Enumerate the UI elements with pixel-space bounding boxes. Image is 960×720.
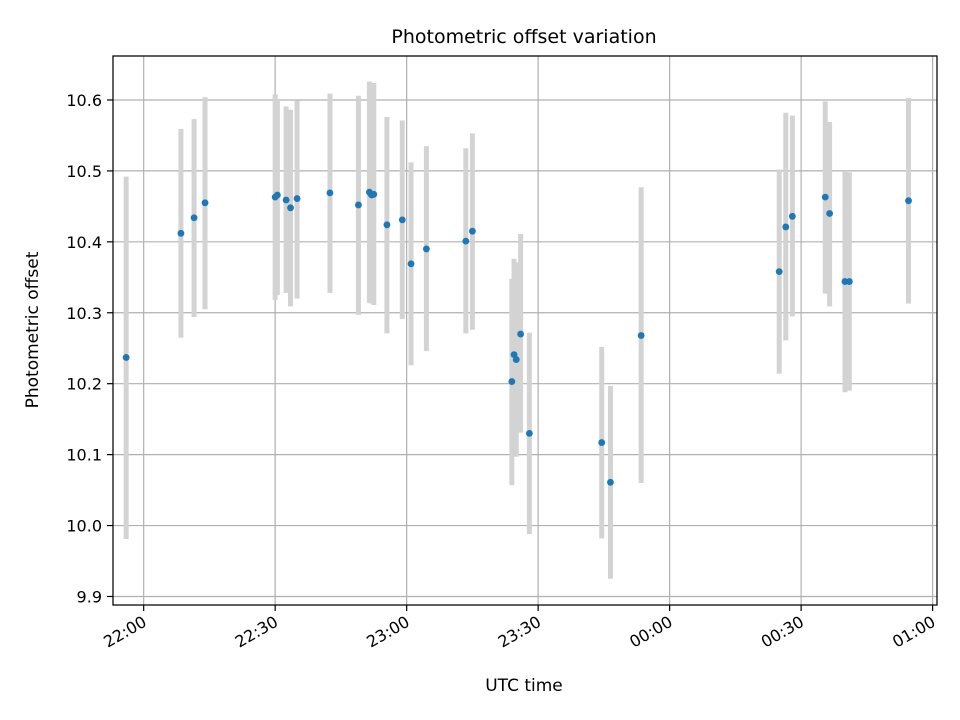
plot-frame	[112, 55, 938, 606]
y-axis-ticks: 9.9 10.0 10.1 10.2 10.3 10.4 10.5 10.6	[66, 91, 113, 606]
data-point	[508, 378, 516, 385]
data-point	[845, 278, 853, 285]
data-point	[782, 223, 790, 231]
data-point	[512, 356, 520, 363]
data-point	[355, 201, 362, 209]
data-point	[122, 354, 130, 361]
data-point	[826, 210, 834, 217]
data-point	[177, 229, 185, 237]
data-point	[326, 189, 334, 197]
y-tick-label: 10.6	[66, 91, 102, 110]
y-tick-label: 10.3	[66, 304, 102, 323]
data-point	[517, 330, 525, 338]
data-point	[462, 237, 470, 245]
y-tick-label: 10.5	[66, 162, 102, 181]
data-point	[370, 190, 378, 198]
y-tick-label: 10.1	[66, 446, 102, 465]
data-point	[607, 478, 614, 486]
data-point	[422, 245, 430, 253]
data-point	[190, 214, 198, 222]
data-point	[407, 260, 415, 268]
data-point	[383, 221, 391, 229]
data-point	[398, 216, 406, 224]
data-point	[905, 197, 912, 205]
data-point	[788, 212, 796, 220]
y-tick-label: 10.2	[66, 375, 102, 394]
x-axis-label: UTC time	[485, 676, 563, 696]
y-tick-label: 9.9	[77, 587, 102, 606]
data-point	[201, 199, 209, 207]
data-point	[293, 195, 301, 202]
data-point	[775, 268, 783, 276]
y-tick-label: 10.4	[66, 233, 102, 252]
data-point	[821, 193, 829, 201]
y-axis-label: Photometric offset	[23, 251, 43, 408]
data-point	[598, 439, 606, 446]
grid	[113, 56, 937, 605]
y-tick-label: 10.0	[66, 517, 102, 536]
data-point	[273, 191, 281, 199]
data-points	[122, 188, 912, 486]
data-point	[287, 204, 294, 212]
data-point	[637, 332, 645, 339]
chart-title: Photometric offset variation	[391, 26, 656, 48]
data-point	[525, 429, 533, 437]
data-point	[282, 196, 290, 204]
data-point	[469, 227, 476, 235]
